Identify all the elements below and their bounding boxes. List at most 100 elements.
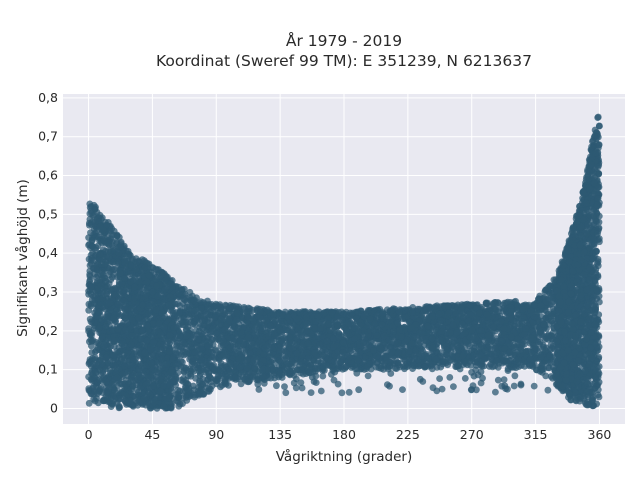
data-point [342, 363, 350, 370]
data-point [176, 309, 184, 317]
data-point [498, 337, 506, 345]
data-point [293, 335, 301, 343]
data-point [249, 373, 257, 381]
data-point [198, 304, 205, 312]
data-point [542, 299, 550, 306]
data-point [504, 339, 512, 347]
data-points [85, 113, 603, 412]
data-point [212, 330, 220, 337]
data-point [338, 308, 345, 316]
data-point [235, 324, 242, 332]
data-point [313, 365, 321, 373]
data-point [246, 305, 254, 313]
data-point [525, 301, 533, 309]
data-point [467, 311, 475, 319]
data-point [188, 344, 195, 351]
data-point [252, 331, 260, 339]
data-point [393, 365, 400, 372]
data-point [174, 390, 182, 398]
data-point [188, 307, 196, 315]
data-point [548, 317, 555, 325]
data-point [192, 374, 200, 382]
data-point [394, 319, 402, 327]
data-point [427, 304, 435, 312]
data-point [288, 328, 296, 336]
data-point [424, 322, 432, 330]
data-point [373, 311, 381, 319]
data-point [183, 303, 191, 311]
data-point [293, 350, 301, 357]
data-point [519, 306, 526, 313]
data-point [282, 354, 290, 362]
data-point [85, 399, 93, 407]
data-point [354, 357, 362, 365]
data-point [380, 332, 388, 340]
data-point [204, 310, 211, 318]
data-point [204, 305, 212, 313]
data-point [269, 365, 276, 372]
data-point [278, 317, 286, 325]
data-point [473, 315, 481, 323]
data-point [493, 357, 501, 365]
data-point [191, 348, 199, 356]
data-point [189, 354, 197, 362]
data-point [389, 348, 397, 356]
data-point [395, 308, 403, 316]
data-point [481, 355, 489, 363]
data-point [460, 358, 468, 365]
data-point [183, 397, 191, 404]
data-point [501, 345, 508, 352]
data-point [354, 308, 361, 316]
data-point [326, 326, 334, 334]
data-point [86, 338, 93, 346]
data-point [250, 317, 257, 325]
data-point [334, 348, 342, 355]
data-point [196, 389, 204, 397]
data-point [468, 326, 476, 334]
data-point [337, 358, 344, 366]
data-point [217, 315, 225, 323]
data-point [376, 344, 384, 352]
data-point [388, 306, 396, 314]
data-point [483, 300, 490, 308]
data-point [342, 330, 350, 337]
data-point [311, 324, 318, 332]
data-point [478, 362, 486, 370]
data-point [500, 305, 508, 312]
data-point [444, 302, 452, 310]
data-point [484, 331, 492, 339]
data-point [360, 312, 368, 320]
data-point [217, 342, 225, 350]
data-point [437, 336, 444, 344]
data-point [198, 330, 205, 337]
data-point [219, 337, 227, 345]
data-point [344, 319, 352, 327]
data-point [204, 348, 212, 356]
data-point [270, 311, 277, 318]
data-point [330, 335, 337, 342]
data-point [439, 358, 447, 366]
data-point [212, 347, 220, 355]
data-point [303, 327, 311, 335]
data-point [490, 323, 497, 331]
data-point [264, 306, 271, 314]
data-point [437, 317, 445, 324]
data-point [191, 314, 199, 321]
data-point [547, 312, 555, 320]
data-point [182, 350, 190, 358]
data-point [257, 308, 264, 316]
data-point [494, 299, 502, 306]
data-point [387, 317, 395, 325]
data-point [205, 333, 212, 341]
data-point [173, 340, 181, 347]
data-point [260, 350, 268, 358]
data-point [540, 321, 548, 328]
data-point [533, 314, 540, 321]
data-point [237, 380, 245, 388]
data-point [352, 350, 360, 357]
data-point [334, 321, 341, 329]
data-point [531, 302, 539, 309]
data-point [391, 339, 399, 347]
data-point [333, 312, 341, 320]
data-point [319, 352, 327, 360]
